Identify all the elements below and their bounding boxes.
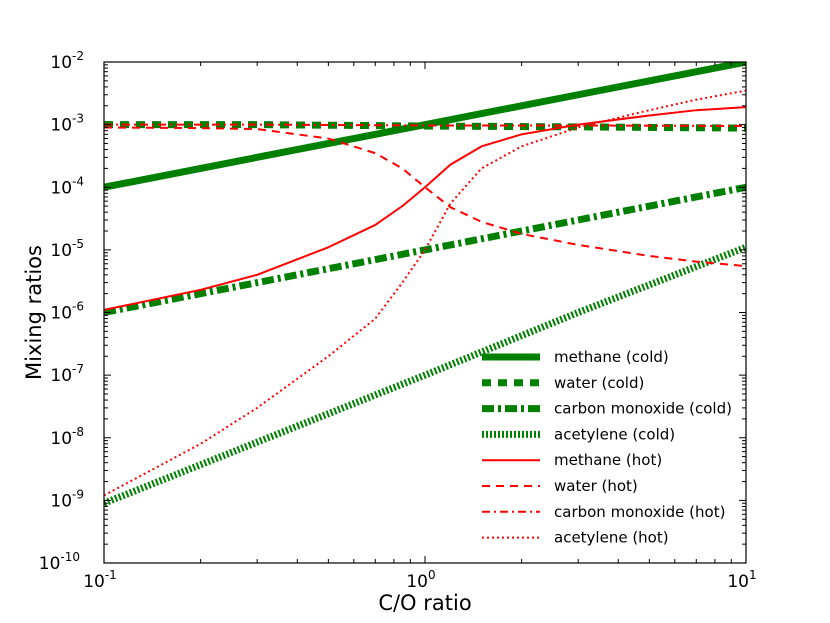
- y-axis-label: Mixing ratios: [22, 245, 46, 380]
- y-tick-label: 10-4: [50, 174, 84, 198]
- y-tick-label: 10-3: [50, 112, 84, 136]
- legend-label: acetylene (cold): [554, 425, 675, 443]
- y-tick-label: 10-7: [50, 362, 84, 386]
- legend-label: acetylene (hot): [554, 529, 669, 547]
- x-tick-label: 100: [406, 568, 435, 592]
- legend-label: water (hot): [554, 477, 638, 495]
- legend-label: methane (hot): [554, 451, 662, 469]
- legend-label: water (cold): [554, 374, 644, 392]
- series-line-carbon-monoxide-cold: [104, 183, 746, 316]
- series-line-methane-hot: [104, 106, 746, 311]
- axis-ticks: 10-1 100 101 10-10 10-9 10-8 10-7 10-6 10-5 10-4 1…: [39, 49, 757, 592]
- series-line-carbon-monoxide-hot: [104, 123, 746, 128]
- legend-label: carbon monoxide (cold): [554, 400, 732, 418]
- y-tick-label: 10-8: [50, 425, 84, 449]
- legend-label: carbon monoxide (hot): [554, 503, 725, 521]
- y-tick-label: 10-2: [50, 49, 84, 73]
- y-tick-label: 10-9: [50, 487, 84, 511]
- y-tick-label: 10-6: [50, 300, 84, 324]
- y-tick-label: 10-10: [39, 550, 80, 574]
- series-line-water-hot: [104, 126, 746, 268]
- series-line-acetylene-hot: [104, 89, 746, 497]
- legend: methane (cold) water (cold) carbon monoxid…: [482, 348, 732, 547]
- x-tick-label: 101: [727, 568, 756, 592]
- plot-frame: [103, 61, 747, 564]
- x-tick-label: 10-1: [83, 568, 117, 592]
- legend-label: methane (cold): [554, 348, 669, 366]
- y-tick-label: 10-5: [50, 237, 84, 261]
- x-axis-label: C/O ratio: [378, 591, 471, 615]
- plot-area: [104, 62, 746, 507]
- series-line-acetylene-cold: [104, 244, 746, 507]
